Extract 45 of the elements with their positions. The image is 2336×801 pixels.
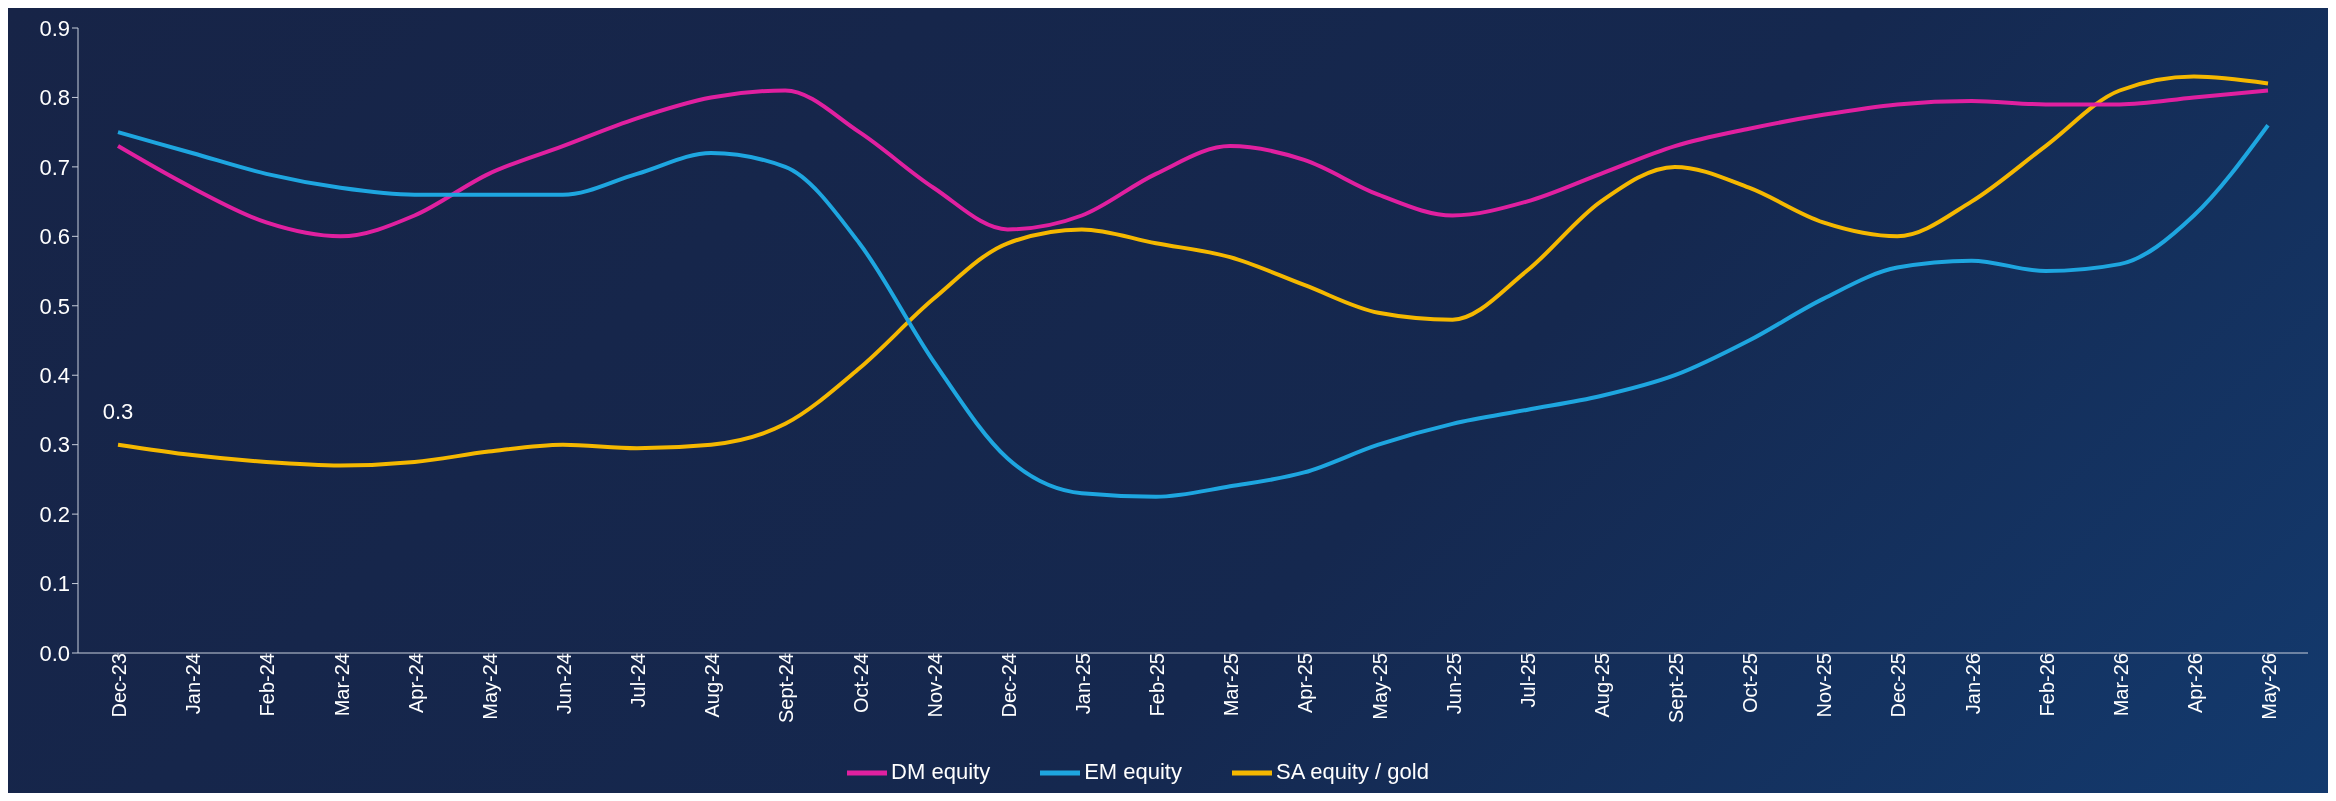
x-tick-label: Oct-24 xyxy=(849,653,872,714)
x-tick-label: Jan-24 xyxy=(182,653,205,715)
x-tick-label: May-25 xyxy=(1368,653,1391,720)
y-tick-label: 0.9 xyxy=(39,15,70,41)
x-tick-label: Aug-24 xyxy=(701,653,724,718)
x-tick-label: May-24 xyxy=(478,653,501,720)
x-tick-label: Mar-26 xyxy=(2109,653,2132,717)
x-tick-label: May-26 xyxy=(2258,653,2281,720)
legend-label: EM equity xyxy=(1084,758,1182,784)
x-tick-label: Mar-24 xyxy=(330,653,353,717)
annotation: 0.3 xyxy=(102,398,134,424)
x-tick-label: Nov-24 xyxy=(923,653,946,718)
x-tick-label: Sept-24 xyxy=(775,653,798,724)
x-tick-label: Jun-24 xyxy=(553,653,576,715)
x-tick-label: Mar-25 xyxy=(1220,653,1243,717)
line-series xyxy=(116,88,2270,239)
y-tick-label: 0.6 xyxy=(39,224,70,250)
y-tick-label: 0.5 xyxy=(39,293,70,319)
x-tick-label: Feb-24 xyxy=(256,653,279,717)
x-tick-label: Aug-25 xyxy=(1590,653,1613,718)
x-tick-label: Jul-24 xyxy=(627,653,650,708)
y-tick-label: 0.1 xyxy=(39,571,70,597)
legend-label: SA equity / gold xyxy=(1275,758,1429,784)
x-tick-label: Feb-26 xyxy=(2035,653,2058,717)
x-tick-label: Jan-25 xyxy=(1071,653,1094,715)
x-tick-label: Apr-24 xyxy=(404,653,427,714)
x-tick-label: Dec-24 xyxy=(997,653,1020,718)
x-tick-label: Oct-25 xyxy=(1739,653,1762,714)
x-tick-label: Sept-25 xyxy=(1665,653,1688,724)
y-tick-label: 0.7 xyxy=(39,154,70,180)
y-tick-label: 0.0 xyxy=(39,640,70,666)
y-tick-label: 0.3 xyxy=(39,432,70,458)
legend-label: DM equity xyxy=(891,758,991,784)
x-tick-label: Dec-25 xyxy=(1887,653,1910,718)
x-tick-label: Jun-25 xyxy=(1442,653,1465,715)
y-tick-label: 0.8 xyxy=(39,85,70,111)
x-tick-label: Jan-26 xyxy=(1961,653,1984,715)
x-tick-label: Apr-25 xyxy=(1294,653,1317,714)
y-tick-label: 0.4 xyxy=(39,363,70,389)
x-tick-label: Jul-25 xyxy=(1516,653,1539,708)
x-tick-label: Dec-23 xyxy=(108,653,131,718)
y-tick-label: 0.2 xyxy=(39,501,70,527)
x-tick-label: Feb-25 xyxy=(1146,653,1169,717)
x-tick-label: Nov-25 xyxy=(1813,653,1836,718)
x-tick-label: Apr-26 xyxy=(2184,653,2207,714)
